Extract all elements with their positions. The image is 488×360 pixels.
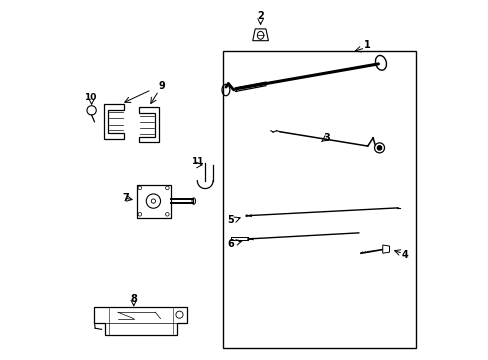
Text: 6: 6 (227, 239, 234, 249)
Text: 8: 8 (130, 294, 137, 303)
Text: 3: 3 (323, 133, 329, 143)
Text: 5: 5 (227, 215, 234, 225)
Text: 1: 1 (364, 40, 370, 50)
Text: 10: 10 (84, 93, 96, 102)
Text: 7: 7 (122, 193, 129, 203)
Bar (136, 185, 170, 217)
Bar (223, 51, 415, 348)
Text: 9: 9 (159, 81, 165, 91)
Text: 2: 2 (257, 12, 264, 21)
Circle shape (377, 146, 381, 150)
Text: 4: 4 (401, 250, 408, 260)
Text: 11: 11 (191, 157, 203, 166)
